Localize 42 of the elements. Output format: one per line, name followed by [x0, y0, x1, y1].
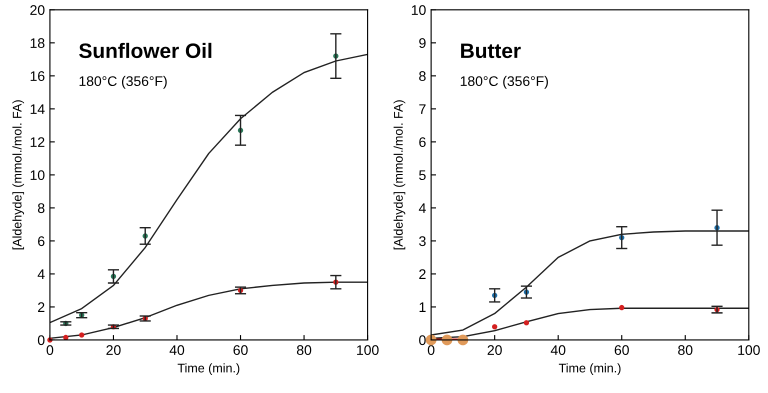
- text: 180°C (356°F): [80, 76, 167, 89]
- x-tick-label: 60: [234, 345, 248, 356]
- y-tick-label: 12: [30, 137, 44, 147]
- y-tick-label: 4: [418, 203, 426, 213]
- x-tick-label: 40: [550, 345, 566, 356]
- x-tick-label: 100: [738, 345, 760, 356]
- y-tick-label: 16: [30, 71, 44, 82]
- text: 180°C (356°F): [460, 76, 548, 89]
- y-tick-label: 3: [419, 236, 426, 246]
- x-tick-label: 60: [614, 345, 629, 356]
- y-tick-label: 2: [38, 302, 44, 312]
- y-tick-label: 0: [419, 335, 426, 346]
- y-tick-label: 10: [30, 170, 45, 180]
- x-tick-label: 80: [678, 345, 692, 356]
- y-tick-label: 18: [30, 38, 44, 48]
- text: Sunflower Oil: [79, 42, 212, 58]
- x-tick-label: 0: [428, 345, 434, 356]
- text: Butter: [461, 44, 521, 58]
- x-tick-label: 0: [46, 345, 54, 356]
- x-axis-title: Time (min.): [178, 363, 240, 375]
- y-tick-label: 6: [38, 236, 44, 246]
- x-tick-label: 100: [357, 345, 379, 356]
- y-tick-label: 4: [38, 269, 45, 279]
- x-tick-label: 20: [106, 345, 121, 356]
- x-tick-label: 40: [170, 345, 184, 356]
- y-tick-label: 9: [419, 38, 426, 48]
- x-axis-title: Time (min.): [558, 363, 621, 375]
- y-tick-label: 10: [412, 5, 426, 15]
- y-tick-label: 6: [419, 137, 426, 148]
- y-tick-label: 14: [30, 104, 45, 114]
- y-tick-label: 8: [419, 71, 426, 82]
- y-tick-label: 7: [419, 104, 426, 114]
- y-tick-label: 0: [38, 335, 45, 346]
- y-axis-title: [Aldehyde] (mmol./mol. FA): [12, 100, 24, 250]
- y-tick-label: 5: [419, 170, 426, 180]
- y-tick-label: 20: [30, 5, 45, 15]
- y-axis-title: [Aldehyde] (mmol./mol. FA): [394, 100, 406, 250]
- x-tick-label: 80: [296, 345, 312, 356]
- x-tick-label: 20: [488, 345, 502, 356]
- y-tick-label: 2: [419, 269, 426, 279]
- y-tick-label: 1: [420, 302, 426, 312]
- y-tick-label: 8: [38, 203, 44, 214]
